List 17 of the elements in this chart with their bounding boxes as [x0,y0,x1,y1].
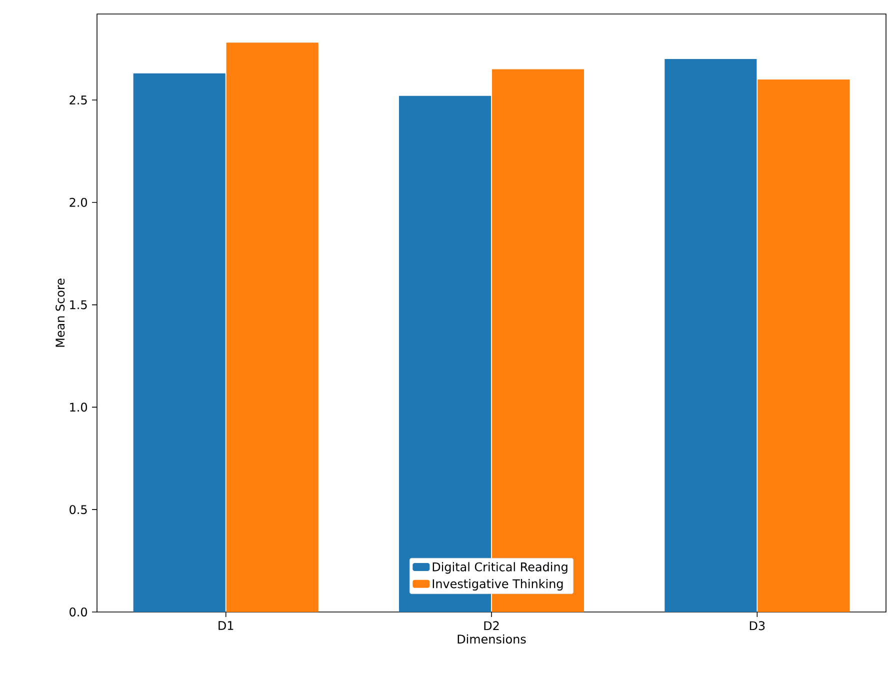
x-axis-title: Dimensions [458,634,526,644]
y-axis-title: Mean Score [56,278,65,347]
legend-label: Investigative Thinking [432,578,563,591]
y-tick-label: 1.0 [70,402,88,412]
bar [226,42,318,612]
bar [664,59,757,612]
legend-label: Digital Critical Reading [432,562,568,574]
bar [758,80,850,612]
y-tick-label: 2.0 [70,198,88,207]
y-tick-label: 1.5 [70,300,87,310]
x-tick-label: D1 [218,621,234,630]
x-tick-label: D2 [484,621,499,630]
y-tick-label: 0.5 [70,505,87,514]
y-tick-label: 0.0 [70,607,88,617]
y-tick-label: 2.5 [70,95,87,105]
x-tick-label: D3 [750,621,765,630]
bar [133,73,226,612]
